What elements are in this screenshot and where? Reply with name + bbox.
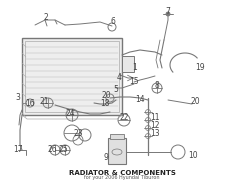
Text: 6: 6 (111, 17, 115, 26)
Bar (122, 56, 134, 72)
Text: 24: 24 (65, 109, 75, 118)
Text: 3: 3 (16, 93, 20, 102)
Text: 23: 23 (73, 129, 83, 138)
Text: 12: 12 (150, 122, 160, 130)
Bar (110, 134, 124, 139)
Text: RADIATOR & COMPONENTS: RADIATOR & COMPONENTS (69, 170, 175, 176)
Text: 1: 1 (133, 64, 137, 73)
Text: 19: 19 (195, 64, 205, 73)
Text: 26: 26 (47, 145, 57, 154)
Text: for your 2006 Hyundai Tiburon: for your 2006 Hyundai Tiburon (84, 176, 160, 180)
Text: 14: 14 (135, 96, 145, 105)
Text: 25: 25 (58, 145, 68, 154)
Text: 18: 18 (100, 100, 110, 109)
Circle shape (166, 12, 170, 16)
Text: 10: 10 (188, 150, 198, 159)
Text: 7: 7 (166, 8, 171, 17)
Text: 4: 4 (117, 73, 122, 82)
Text: 9: 9 (103, 154, 108, 163)
Text: 20: 20 (101, 91, 111, 100)
Bar (22, 38, 122, 115)
Text: 11: 11 (150, 114, 160, 123)
Text: 17: 17 (13, 145, 23, 154)
Text: 21: 21 (39, 98, 49, 107)
Text: 13: 13 (150, 129, 160, 138)
Text: 20: 20 (190, 98, 200, 107)
Text: 2: 2 (44, 14, 48, 22)
Text: 22: 22 (119, 114, 129, 123)
Bar (108, 138, 126, 164)
Text: 5: 5 (113, 86, 118, 94)
Text: 8: 8 (155, 82, 159, 91)
Text: 15: 15 (129, 78, 139, 87)
Bar (25, 41, 119, 112)
Text: 16: 16 (25, 98, 35, 107)
